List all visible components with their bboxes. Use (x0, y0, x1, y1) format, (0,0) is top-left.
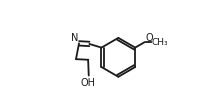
Text: OH: OH (81, 77, 96, 87)
Text: N: N (71, 33, 78, 43)
Text: CH₃: CH₃ (151, 38, 168, 47)
Text: O: O (145, 32, 153, 42)
